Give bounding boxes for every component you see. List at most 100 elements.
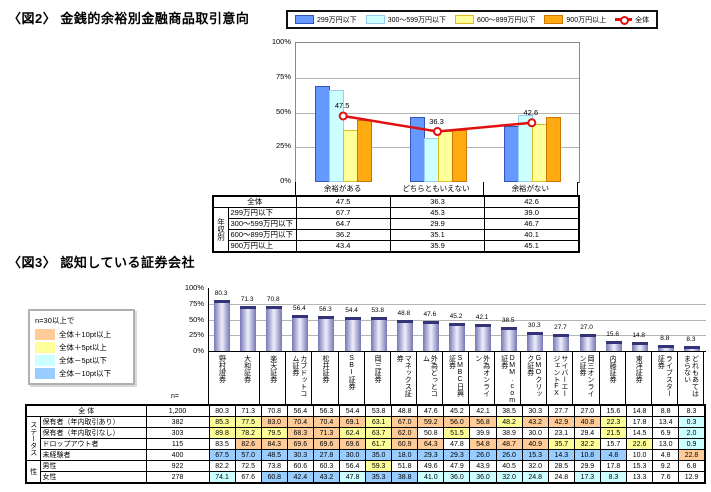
fig3-category-label: 東洋証券 <box>625 352 652 404</box>
value-cell: 71.3 <box>312 427 340 439</box>
value-cell: 15.3 <box>521 449 549 461</box>
value-cell: 15.3 <box>626 460 654 472</box>
value-cell: 60.6 <box>286 460 314 472</box>
fig3-bar <box>292 315 309 351</box>
value-cell: 30.0 <box>521 427 549 439</box>
value-cell: 18.0 <box>391 449 419 461</box>
value-cell: 45.1 <box>484 240 580 253</box>
fig3-bar <box>475 324 492 351</box>
value-cell: 13.0 <box>652 438 680 450</box>
fig3-bar-value: 8.3 <box>686 335 696 343</box>
value-cell: 29.9 <box>573 460 601 472</box>
value-cell: 36.0 <box>469 471 497 484</box>
group-label: ステータス <box>25 416 41 461</box>
row-label: 女性 <box>39 471 147 484</box>
fig3-table: 全 体 1,200 80.3 71.3 70.8 56.4 56.3 54.4 53.8 48.8… <box>25 404 706 484</box>
row-label: 299万円以下 <box>227 207 297 219</box>
fig3-bar-value: 27.7 <box>554 323 567 331</box>
value-cell: 69.6 <box>286 438 314 450</box>
fig3-category-label: カブドットコム証券 <box>286 352 313 404</box>
fig3-table-row: ステータス 保有者（年内取引あり） 382 85.3 77.5 83.0 70.4 70.4 6… <box>25 416 706 461</box>
fig3-bar <box>683 345 700 351</box>
value-cell: 40.5 <box>495 460 523 472</box>
value-cell: 13.4 <box>652 416 680 428</box>
value-cell: 69.1 <box>338 416 367 428</box>
value-cell: 67.7 <box>295 207 391 219</box>
value-cell: 67.6 <box>234 471 262 484</box>
fig3-y-tick-label: 50% <box>188 314 204 324</box>
value-cell: 17.8 <box>626 416 654 428</box>
fig2-gridline <box>296 77 579 79</box>
value-cell: 22.8 <box>678 449 706 461</box>
fig3-gridline <box>209 303 706 305</box>
value-cell: 43.2 <box>312 471 340 484</box>
value-cell: 82.2 <box>208 460 236 472</box>
value-cell: 27.7 <box>547 404 575 417</box>
value-cell: 51.5 <box>443 427 471 439</box>
row-label: 保有者（年内取引なし） <box>39 427 147 439</box>
overall-line-icon <box>615 15 633 25</box>
legend-swatch <box>35 368 55 379</box>
value-cell: 14.3 <box>547 449 575 461</box>
value-cell: 51.8 <box>391 460 419 472</box>
fig3-title: 〈図3〉 認知している証券会社 <box>8 255 195 270</box>
value-cell: 43.9 <box>469 460 497 472</box>
fig3-legend-item: 全体＋5pt以上 <box>35 341 129 354</box>
fig3-plot-area <box>208 288 706 352</box>
value-cell: 42.9 <box>547 416 575 428</box>
value-cell: 30.3 <box>286 449 314 461</box>
fig3-category-label: SMBC日興証券 <box>442 352 470 404</box>
value-cell: 27.0 <box>573 404 601 417</box>
value-cell: 17.8 <box>599 460 628 472</box>
fig2-bar <box>545 117 561 182</box>
n-cell: 1,200 <box>145 404 210 417</box>
fig2-table-row: 900万円以上 43.4 35.9 45.1 <box>213 240 580 253</box>
row-label: 保有者（年内取引あり） <box>39 416 147 428</box>
fig2-gridline <box>296 112 579 114</box>
value-cell: 35.0 <box>365 449 393 461</box>
fig2-line-value: 42.6 <box>523 107 539 117</box>
fig2-title: 〈図2〉 金銭的余裕別金融商品取引意向 <box>8 11 250 26</box>
fig3-bar <box>605 341 622 351</box>
value-cell: 48.8 <box>391 404 419 417</box>
row-label: ドロップアウト者 <box>39 438 147 450</box>
value-cell: 70.4 <box>286 416 314 428</box>
value-cell: 27.8 <box>312 449 340 461</box>
value-cell: 45.3 <box>389 207 486 219</box>
fig2-line-value: 47.5 <box>334 100 350 110</box>
fig2-line-value: 36.3 <box>429 116 444 126</box>
row-label: 未経験者 <box>39 449 147 461</box>
value-cell: 69.6 <box>338 438 367 450</box>
fig3-bar <box>527 331 544 351</box>
fig3-bar <box>344 316 361 351</box>
fig2-table-row-overall: 全体 47.5 36.3 42.6 <box>212 195 580 208</box>
value-cell: 6.8 <box>678 460 706 472</box>
fig3-legend-item: 全体＋10pt以上 <box>35 328 129 341</box>
row-label: 300～599万円以下 <box>227 218 297 230</box>
value-cell: 68.3 <box>286 427 314 439</box>
fig2-legend-item: 299万円以下 <box>295 15 357 25</box>
value-cell: 62.4 <box>338 427 367 439</box>
fig3-bar-value: 8.8 <box>660 335 670 343</box>
value-cell: 47.9 <box>443 460 471 472</box>
fig2-category-label: 余裕がある <box>295 182 391 196</box>
fig3-bar <box>631 341 648 351</box>
fig3-y-tick-label: 75% <box>188 298 204 308</box>
value-cell: 63.7 <box>365 427 393 439</box>
value-cell: 70.4 <box>312 416 340 428</box>
value-cell: 45.2 <box>443 404 471 417</box>
fig2-legend-item: 300～599万円以下 <box>365 15 446 25</box>
fig3-category-label: 内藤証券 <box>599 352 626 404</box>
value-cell: 71.3 <box>234 404 262 417</box>
fig3-bar-value: 56.4 <box>293 305 306 313</box>
value-cell: 8.3 <box>678 404 706 417</box>
fig3-category-label: 岡三オンライン証券 <box>573 352 600 404</box>
value-cell: 73.8 <box>260 460 288 472</box>
fig3-category-label: どれもあてはまらない <box>677 352 704 404</box>
legend-swatch <box>35 355 55 366</box>
fig3-category-label: 外為どっとコム <box>416 352 443 404</box>
fig2-table-row: 年収別 299万円以下 67.7 45.3 39.0 <box>212 207 580 253</box>
group-label: 性 <box>25 460 41 484</box>
fig2-legend-item: 900万円以上 <box>544 15 606 25</box>
